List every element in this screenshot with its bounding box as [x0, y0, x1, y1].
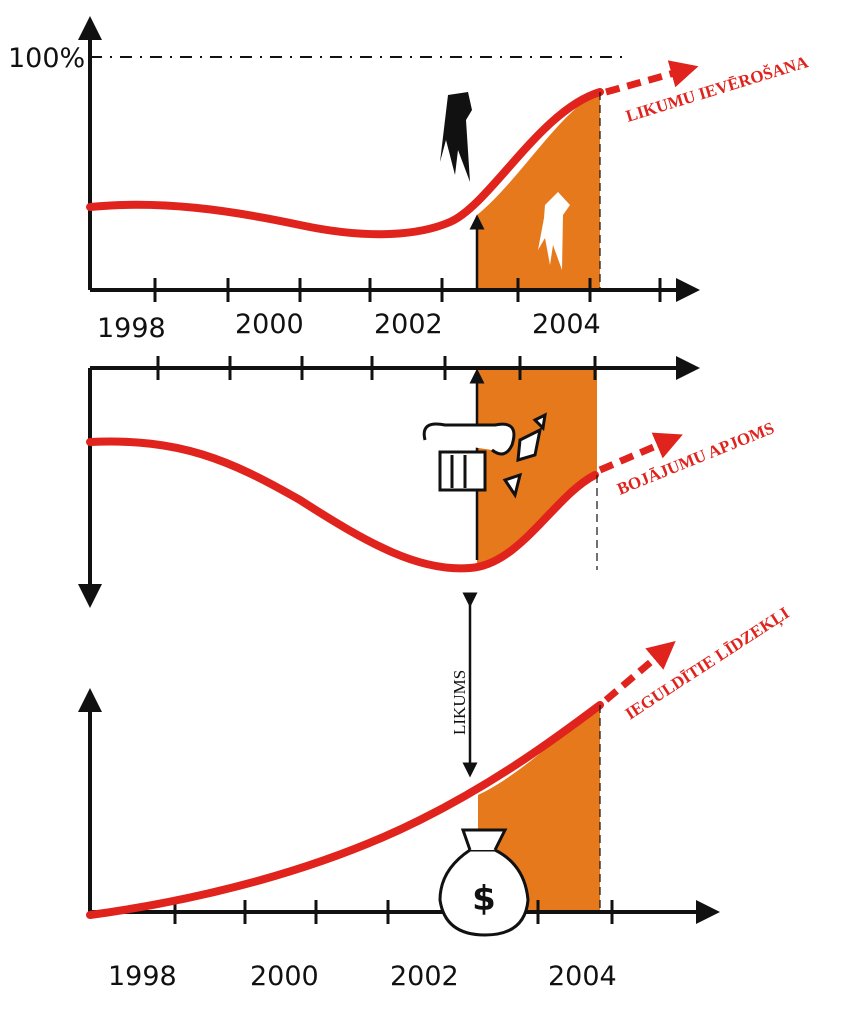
icon-money-bag: $ [438, 828, 530, 937]
panel-investment: $ IEGULDĪTIE LĪDZEKĻI 1998 2000 2002 200… [78, 603, 793, 992]
curve [86, 701, 604, 919]
year: 1998 [97, 313, 166, 344]
ticks [156, 356, 597, 380]
panel-damage: BOJĀJUMU APJOMS [78, 356, 777, 608]
shape [438, 848, 530, 937]
ticks [153, 278, 662, 302]
trend-arrow [603, 640, 676, 703]
year: 2004 [532, 309, 601, 340]
shape [516, 427, 543, 463]
curve [86, 88, 604, 239]
year: 2004 [548, 961, 617, 992]
year: 2000 [250, 961, 319, 992]
area [477, 368, 597, 568]
year: 1998 [108, 961, 177, 992]
shape [502, 472, 523, 499]
shape [460, 828, 508, 851]
law: LIKUMS [450, 592, 478, 778]
trend-arrow [605, 60, 699, 96]
label: LIKUMU IEVĒROŠANA [624, 52, 811, 126]
curve [86, 437, 599, 573]
label: BOJĀJUMU APJOMS [614, 418, 777, 498]
icon-figure [440, 92, 472, 182]
trend-arrow [598, 432, 683, 474]
year: 2002 [390, 961, 459, 992]
year: 2002 [374, 309, 443, 340]
scale-label: 100% [8, 43, 85, 74]
shape [438, 450, 487, 492]
shape [532, 412, 547, 432]
icon-column [422, 412, 547, 499]
money-symbol: $ [472, 879, 496, 919]
icon-figure-white [538, 192, 570, 270]
law-label: LIKUMS [450, 670, 469, 735]
shape [422, 422, 516, 456]
panel-compliance: 100% LIKUMU IEVĒROŠANA 1998 2000 2002 20… [8, 16, 811, 344]
year: 2000 [235, 309, 304, 340]
area [477, 92, 600, 290]
